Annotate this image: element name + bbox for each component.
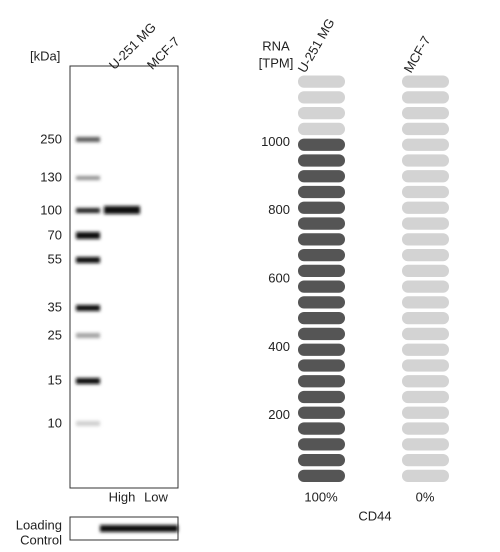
pill-filled — [298, 280, 345, 293]
marker-label: 250 — [40, 131, 62, 146]
pill-filled — [298, 217, 345, 230]
pill-filled — [298, 233, 345, 246]
marker-label: 100 — [40, 202, 62, 217]
y-tick-label: 600 — [268, 270, 290, 285]
pill-empty — [402, 217, 449, 230]
loading-label: Control — [20, 532, 62, 547]
pill-empty — [402, 375, 449, 388]
pill-filled — [298, 201, 345, 214]
pill-filled — [298, 406, 345, 419]
pill-filled — [298, 438, 345, 451]
pill-empty — [402, 185, 449, 199]
pill-empty — [402, 280, 449, 293]
percent-label: 100% — [304, 489, 338, 504]
pill-empty — [402, 406, 449, 419]
y-tick-label: 200 — [268, 407, 290, 422]
y-tick-label: 1000 — [261, 134, 290, 149]
pill-empty — [402, 122, 449, 136]
pill-empty — [402, 422, 449, 435]
pill-filled — [298, 453, 345, 467]
pill-filled — [298, 185, 345, 199]
pill-empty — [402, 201, 449, 214]
pill-empty — [402, 75, 449, 88]
protein-band — [104, 206, 140, 214]
pill-filled — [298, 375, 345, 388]
marker-label: 35 — [48, 299, 62, 314]
pill-empty — [402, 453, 449, 467]
pill-empty — [402, 312, 449, 325]
pill-empty — [402, 438, 449, 451]
pill-filled — [298, 264, 345, 277]
pill-filled — [298, 343, 345, 356]
pill-filled — [298, 138, 345, 151]
loading-label: Loading — [16, 517, 62, 532]
pill-empty — [402, 264, 449, 277]
pill-filled — [298, 170, 345, 183]
pill-empty — [402, 359, 449, 372]
pill-filled — [298, 296, 345, 309]
y-tick-label: 400 — [268, 339, 290, 354]
sample-name: U-251 MG — [295, 16, 338, 75]
pill-empty — [402, 327, 449, 341]
pill-filled — [298, 469, 345, 482]
marker-label: 55 — [48, 251, 62, 266]
pill-filled — [298, 359, 345, 372]
pill-empty — [298, 75, 345, 88]
pill-empty — [402, 170, 449, 183]
lane-level: Low — [144, 489, 168, 504]
ladder — [76, 137, 178, 532]
marker-label: 130 — [40, 169, 62, 184]
pill-filled — [298, 248, 345, 262]
percent-label: 0% — [416, 489, 435, 504]
pill-empty — [402, 91, 449, 104]
blot-frame — [69, 65, 179, 489]
lane-level: High — [109, 489, 136, 504]
pill-filled — [298, 327, 345, 341]
gene-label: CD44 — [358, 508, 391, 523]
loading-band — [100, 525, 178, 532]
marker-label: 15 — [48, 372, 62, 387]
pill-empty — [402, 154, 449, 167]
rna-unit: RNA — [262, 38, 290, 53]
pill-empty — [402, 343, 449, 356]
pill-empty — [402, 469, 449, 482]
pill-empty — [298, 122, 345, 136]
pill-empty — [402, 248, 449, 262]
pill-filled — [298, 154, 345, 167]
sample-name: MCF-7 — [401, 33, 434, 75]
marker-label: 25 — [48, 327, 62, 342]
pill-empty — [402, 107, 449, 120]
rna-unit: [TPM] — [259, 55, 294, 70]
pill-empty — [298, 91, 345, 104]
pill-filled — [298, 312, 345, 325]
pill-empty — [402, 390, 449, 404]
pill-filled — [298, 422, 345, 435]
pill-empty — [402, 138, 449, 151]
pill-empty — [402, 296, 449, 309]
kda-label: [kDa] — [30, 48, 60, 63]
y-tick-label: 800 — [268, 202, 290, 217]
pill-empty — [402, 233, 449, 246]
marker-label: 70 — [48, 227, 62, 242]
pill-filled — [298, 390, 345, 404]
pill-empty — [298, 107, 345, 120]
marker-label: 10 — [48, 415, 62, 430]
